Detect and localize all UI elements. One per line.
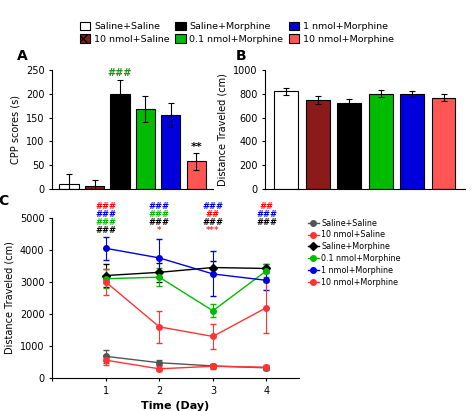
Text: ###: ### bbox=[149, 218, 170, 227]
Text: *: * bbox=[157, 226, 162, 235]
Text: ###: ### bbox=[95, 210, 116, 219]
Text: ###: ### bbox=[202, 203, 223, 211]
X-axis label: Time (Day): Time (Day) bbox=[141, 401, 210, 411]
Text: ###: ### bbox=[149, 203, 170, 211]
Text: ###: ### bbox=[108, 68, 132, 78]
Text: C: C bbox=[0, 194, 8, 208]
Bar bbox=[432, 97, 456, 189]
Text: **: ** bbox=[191, 142, 202, 152]
Bar bbox=[59, 184, 79, 189]
Legend: Saline+Saline, 10 nmol+Saline, Saline+Morphine, 0.1 nmol+Morphine, 1 nmol+Morphi: Saline+Saline, 10 nmol+Saline, Saline+Mo… bbox=[308, 219, 401, 287]
Y-axis label: Distance Traveled (cm): Distance Traveled (cm) bbox=[4, 242, 14, 354]
Text: B: B bbox=[236, 49, 246, 63]
Bar bbox=[274, 91, 298, 189]
Text: ###: ### bbox=[256, 210, 277, 219]
Text: ***: *** bbox=[206, 226, 219, 235]
Bar bbox=[110, 94, 129, 189]
Text: ###: ### bbox=[95, 203, 116, 211]
Text: ##: ## bbox=[259, 203, 273, 211]
Bar bbox=[369, 94, 392, 189]
Text: ###: ### bbox=[202, 218, 223, 227]
Bar bbox=[401, 94, 424, 189]
Text: ##: ## bbox=[206, 210, 220, 219]
Legend: Saline+Saline, 10 nmol+Saline, Saline+Morphine, 0.1 nmol+Morphine, 1 nmol+Morphi: Saline+Saline, 10 nmol+Saline, Saline+Mo… bbox=[80, 22, 394, 44]
Bar bbox=[85, 186, 104, 189]
Y-axis label: Distance Traveled (cm): Distance Traveled (cm) bbox=[218, 73, 228, 186]
Bar bbox=[306, 100, 329, 189]
Bar bbox=[337, 104, 361, 189]
Bar bbox=[161, 115, 181, 189]
Y-axis label: CPP scores (s): CPP scores (s) bbox=[10, 95, 20, 164]
Text: A: A bbox=[17, 49, 27, 63]
Bar bbox=[187, 162, 206, 189]
Text: ###: ### bbox=[256, 218, 277, 227]
Bar bbox=[136, 109, 155, 189]
Text: ###: ### bbox=[95, 226, 116, 235]
Text: ###: ### bbox=[149, 210, 170, 219]
Text: ###: ### bbox=[95, 218, 116, 227]
